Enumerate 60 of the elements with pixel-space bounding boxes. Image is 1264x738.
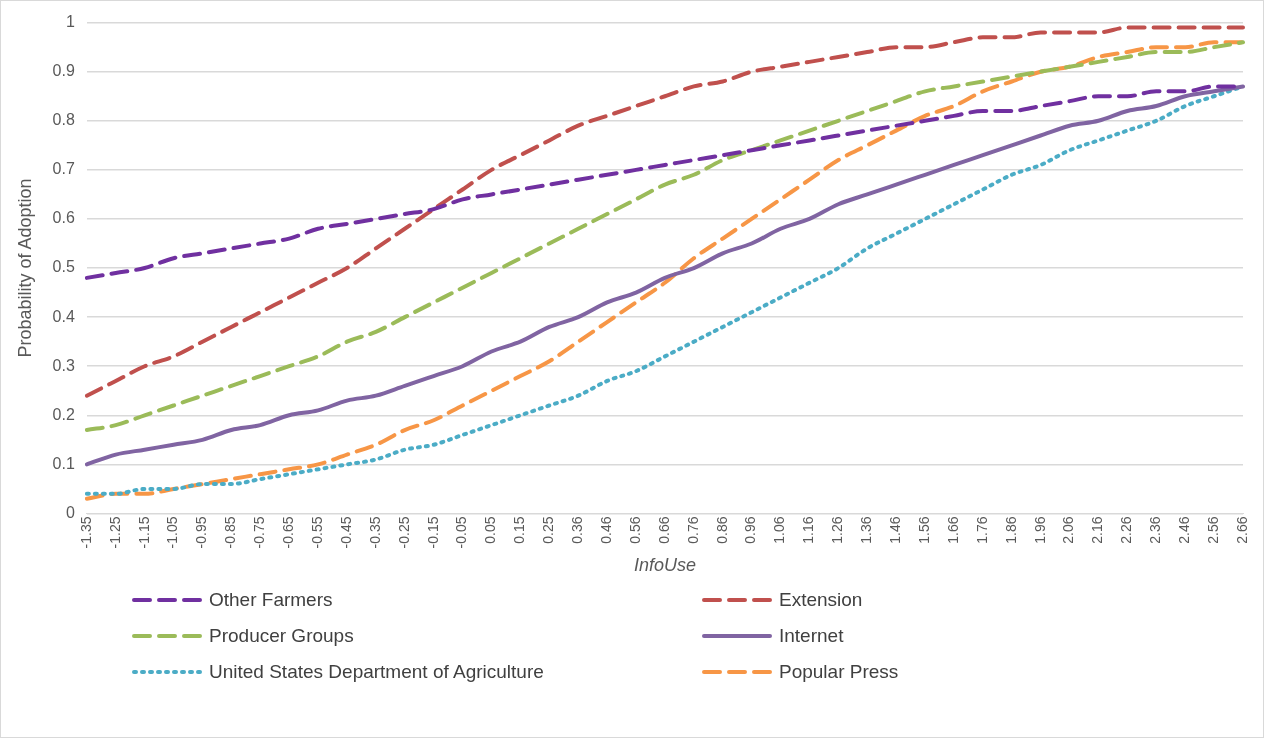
x-tick-label: 0.96 [742, 516, 759, 544]
x-tick-label: 2.36 [1147, 516, 1164, 544]
x-tick-label: 0.86 [713, 516, 730, 544]
y-tick-label: 0.5 [52, 258, 75, 276]
x-tick-label: -0.65 [280, 516, 297, 549]
x-tick-label: -1.05 [164, 516, 181, 549]
y-tick-label: 0.8 [52, 111, 75, 129]
x-tick-label: 1.36 [858, 516, 875, 544]
x-tick-label: -1.25 [106, 516, 123, 549]
x-tick-label: -0.15 [424, 516, 441, 549]
x-tick-label: -0.35 [366, 516, 383, 549]
y-axis-title: Probability of Adoption [14, 178, 35, 358]
legend-label: Popular Press [779, 661, 899, 683]
x-axis-title: InfoUse [633, 555, 696, 576]
x-tick-label: 0.15 [511, 516, 528, 544]
x-tick-label: 2.46 [1176, 516, 1193, 544]
x-tick-label: 1.06 [771, 516, 788, 544]
legend-label: Other Farmers [209, 589, 333, 611]
x-tick-label: 2.06 [1060, 516, 1077, 544]
x-tick-label: 0.56 [626, 516, 643, 544]
x-tick-label: 1.96 [1031, 516, 1048, 544]
y-tick-label: 0.4 [52, 307, 75, 325]
y-tick-label: 1 [65, 13, 75, 31]
y-tick-label: 0 [65, 503, 75, 521]
x-tick-label: 1.56 [915, 516, 932, 544]
y-tick-label: 0.1 [52, 454, 75, 472]
legend-label: United States Department of Agriculture [209, 661, 544, 683]
x-tick-label: 0.25 [540, 516, 557, 544]
x-tick-label: -0.25 [395, 516, 412, 549]
x-tick-label: 0.05 [482, 516, 499, 544]
y-tick-label: 0.2 [52, 405, 75, 423]
y-tick-label: 0.6 [52, 209, 75, 227]
x-tick-label: -0.95 [193, 516, 210, 549]
x-tick-label: 2.56 [1204, 516, 1221, 544]
x-tick-label: 1.46 [887, 516, 904, 544]
x-tick-label: 2.16 [1089, 516, 1106, 544]
x-tick-label: 0.76 [684, 516, 701, 544]
x-tick-label: -0.05 [453, 516, 470, 549]
x-tick-label: -0.75 [251, 516, 268, 549]
x-tick-label: 1.76 [973, 516, 990, 544]
x-tick-label: 0.66 [655, 516, 672, 544]
x-tick-label: 1.16 [800, 516, 817, 544]
y-tick-label: 0.7 [52, 160, 75, 178]
x-tick-label: -0.55 [308, 516, 325, 549]
x-tick-label: 1.26 [829, 516, 846, 544]
x-tick-label: 2.66 [1233, 516, 1250, 544]
x-tick-label: 1.66 [944, 516, 961, 544]
x-tick-label: -1.15 [135, 516, 152, 549]
x-tick-label: -0.45 [337, 516, 354, 549]
y-tick-label: 0.3 [52, 356, 75, 374]
y-tick-label: 0.9 [52, 62, 75, 80]
x-tick-label: 0.46 [597, 516, 614, 544]
legend-label: Producer Groups [209, 625, 354, 647]
x-tick-label: 2.26 [1118, 516, 1135, 544]
legend-label: Extension [779, 589, 863, 611]
x-tick-label: 0.36 [569, 516, 586, 544]
x-tick-label: -1.35 [77, 516, 94, 549]
x-tick-label: -0.85 [222, 516, 239, 549]
x-tick-label: 1.86 [1002, 516, 1019, 544]
legend-label: Internet [779, 625, 844, 647]
